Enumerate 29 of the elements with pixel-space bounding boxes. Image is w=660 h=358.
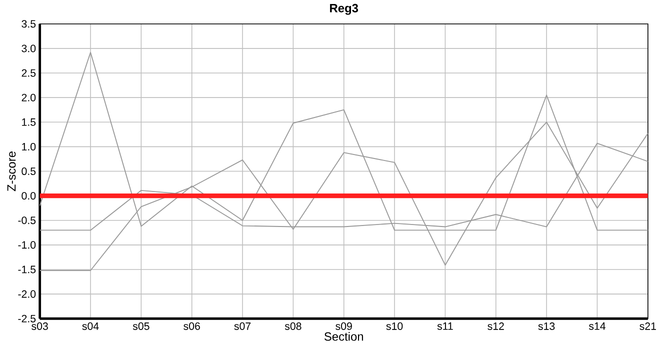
y-tick-label: 0.5: [22, 167, 36, 175]
x-tick-label: s04: [82, 322, 99, 330]
x-tick-label: s09: [336, 322, 352, 330]
y-axis-title: Z-score: [7, 151, 16, 191]
y-tick-label: -2.0: [18, 290, 36, 298]
x-tick-label: s21: [640, 322, 656, 330]
x-axis-title: Section: [324, 332, 364, 341]
x-tick-label: s10: [386, 322, 403, 330]
x-tick-label: s11: [437, 322, 453, 330]
x-tick-label: s06: [184, 322, 200, 330]
y-tick-label: 3.0: [22, 44, 36, 52]
y-tick-label: 1.5: [22, 118, 36, 126]
y-tick-label: 2.0: [22, 94, 36, 102]
x-tick-label: s05: [132, 322, 150, 330]
y-tick-label: -0.5: [18, 216, 36, 224]
y-tick-label: 1.0: [22, 142, 36, 150]
x-tick-label: s03: [32, 322, 48, 330]
y-tick-label: -1.0: [18, 240, 36, 248]
chart-title: Reg3: [330, 4, 358, 15]
y-tick-label: 0.0: [22, 192, 36, 200]
x-tick-label: s12: [488, 322, 504, 330]
y-tick-label: 3.5: [22, 20, 36, 28]
y-tick-label: -2.5: [18, 314, 36, 322]
x-tick-label: s14: [588, 322, 606, 330]
x-tick-label: s13: [538, 322, 555, 330]
x-tick-label: s08: [284, 322, 302, 330]
y-tick-label: 2.5: [22, 69, 36, 77]
y-tick-label: -1.5: [18, 266, 36, 273]
x-tick-label: s07: [234, 322, 251, 330]
